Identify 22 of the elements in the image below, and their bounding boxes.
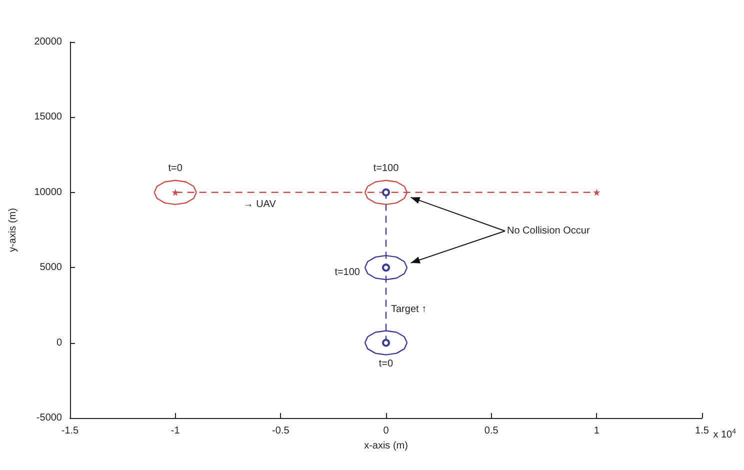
x-tick-label: 0.5 [484, 426, 499, 436]
annotation: t=100 [373, 162, 400, 174]
y-tick-label: 0 [56, 337, 62, 348]
y-tick-label: 10000 [34, 186, 62, 198]
x-tick-label: 1.5 [695, 426, 710, 436]
y-tick-label: 20000 [34, 36, 62, 48]
annotation: t=0 [168, 162, 183, 174]
annotation: No Collision Occur [507, 226, 590, 236]
annotation: → UAV [243, 198, 276, 210]
x-tick-label: 1 [594, 426, 600, 436]
x-tick-label: -1.5 [61, 426, 80, 436]
x-axis-title: x-axis (m) [364, 440, 408, 452]
y-tick-label: 15000 [34, 112, 62, 123]
annotation: t=100 [334, 267, 360, 278]
annotation: Target ↑ [391, 304, 427, 316]
x-tick-label: -1 [170, 426, 180, 436]
annotation: t=0 [378, 358, 394, 370]
y-tick-label: 5000 [40, 262, 62, 274]
x-tick-label: -0.5 [272, 426, 290, 436]
y-tick-label: -5000 [36, 412, 62, 424]
x-tick-label: 0 [383, 426, 390, 436]
y-axis-title: y-axis (m) [8, 208, 18, 252]
